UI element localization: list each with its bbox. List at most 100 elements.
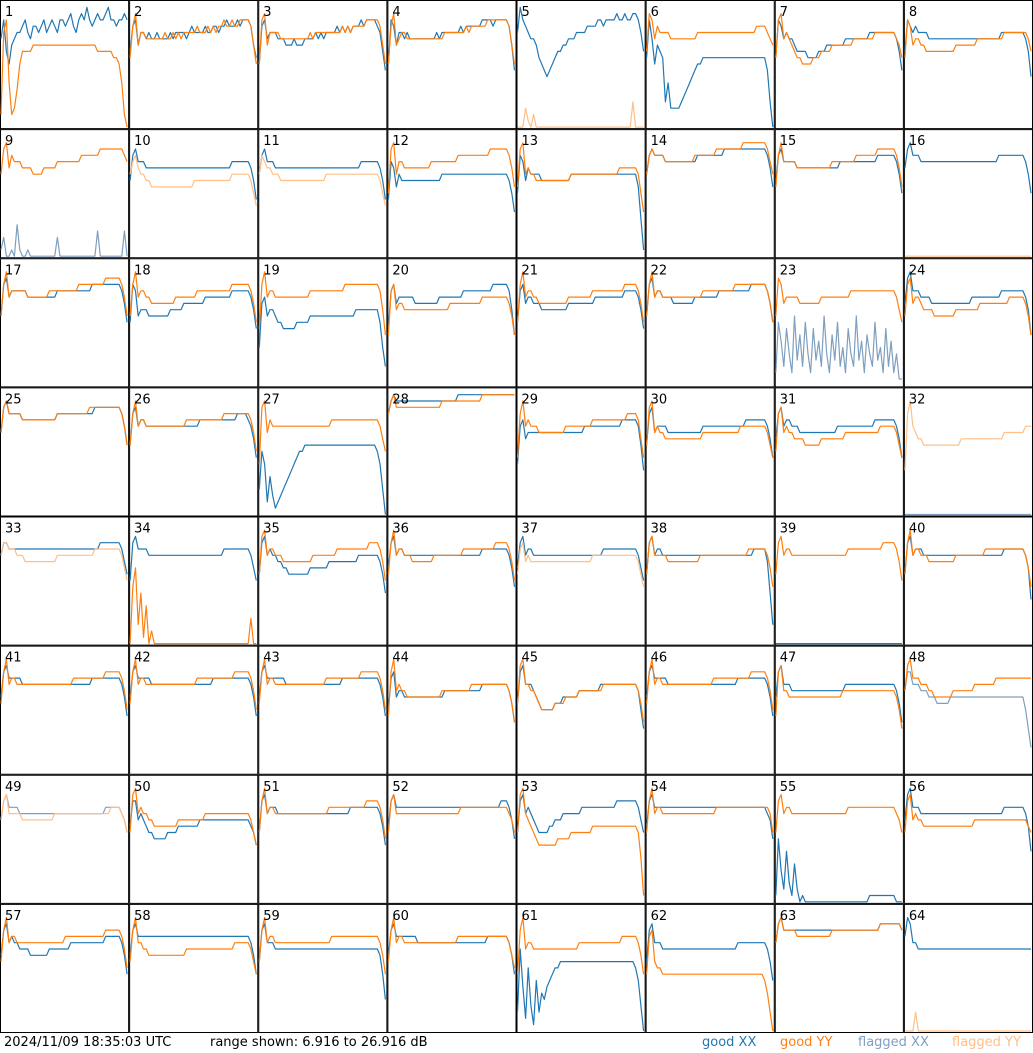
trace-yy	[258, 916, 386, 975]
panel-frame	[0, 903, 130, 1033]
panel-frame	[129, 645, 259, 775]
panel-frame	[387, 516, 517, 646]
panel-frame	[774, 129, 904, 259]
trace-yy	[129, 916, 257, 975]
panel-label: 58	[134, 909, 151, 924]
panel-45: 45	[516, 645, 646, 775]
panel-label: 36	[392, 522, 409, 537]
trace-xx	[904, 271, 1032, 335]
panel-34: 34	[129, 516, 259, 646]
panel-22: 22	[645, 258, 775, 388]
trace-yy	[904, 793, 1032, 833]
trace-yy	[904, 400, 1031, 471]
panel-35: 35	[258, 516, 388, 646]
panel-label: 3	[263, 5, 271, 20]
panel-frame	[0, 129, 130, 259]
panel-39: 39	[774, 516, 904, 646]
panel-frame	[0, 516, 130, 646]
panel-label: 59	[263, 909, 280, 924]
panel-label: 15	[780, 134, 797, 149]
panel-label: 35	[263, 522, 280, 537]
panel-label: 33	[5, 522, 22, 537]
trace-yy	[904, 529, 1032, 587]
trace-yy	[129, 658, 257, 710]
panel-label: 26	[134, 392, 151, 407]
trace-yy	[129, 567, 257, 645]
trace-yy	[516, 916, 645, 975]
panel-56: 56	[903, 774, 1033, 904]
trace-xx	[387, 283, 516, 335]
trace-xx	[904, 787, 1032, 852]
panel-label: 44	[392, 651, 409, 666]
legend-good-xx: good XX	[702, 1035, 757, 1050]
trace-yy	[775, 793, 903, 833]
trace-yy	[258, 658, 386, 710]
panel-label: 54	[651, 780, 668, 795]
panel-frame	[129, 387, 259, 517]
panel-59: 59	[258, 903, 388, 1033]
trace-yy	[904, 19, 1032, 58]
trace-xx	[129, 19, 257, 58]
trace-xx	[516, 793, 645, 834]
trace-yy	[387, 283, 516, 335]
panel-54: 54	[645, 774, 775, 904]
panel-37: 37	[516, 516, 646, 646]
panel-frame	[387, 387, 517, 517]
panel-frame	[258, 516, 388, 646]
panel-frame	[903, 774, 1033, 904]
panel-label: 31	[780, 392, 797, 407]
trace-xx	[646, 406, 774, 458]
panel-53: 53	[516, 774, 646, 904]
trace-yy	[258, 787, 386, 839]
panel-frame	[129, 0, 259, 130]
trace-xx	[0, 923, 128, 975]
panel-label: 56	[909, 780, 926, 795]
trace-yy	[775, 406, 903, 458]
panel-label: 18	[134, 263, 151, 278]
panel-17: 17	[0, 258, 130, 388]
panel-label: 57	[5, 909, 22, 924]
panel-48: 48	[903, 645, 1033, 775]
trace-yy	[646, 271, 774, 323]
trace-xx	[0, 542, 128, 575]
trace-yy	[129, 154, 257, 206]
trace-yy	[775, 13, 903, 65]
panel-46: 46	[645, 645, 775, 775]
panel-43: 43	[258, 645, 388, 775]
trace-xx	[904, 671, 1032, 748]
trace-yy	[258, 271, 386, 335]
trace-xx	[904, 142, 1032, 194]
panel-frame	[516, 645, 646, 775]
panel-58: 58	[129, 903, 259, 1033]
panel-label: 43	[263, 651, 280, 666]
panel-frame	[516, 0, 646, 130]
trace-yy	[775, 277, 903, 323]
trace-xx	[775, 315, 902, 380]
panel-33: 33	[0, 516, 130, 646]
panel-14: 14	[645, 129, 775, 259]
trace-yy	[0, 916, 128, 968]
panel-frame	[774, 516, 904, 646]
panel-frame	[903, 0, 1033, 130]
panel-frame	[0, 0, 130, 130]
trace-yy	[904, 277, 1032, 335]
panel-32: 32	[903, 387, 1033, 517]
panel-label: 37	[522, 522, 539, 537]
trace-yy	[387, 658, 516, 723]
panel-8: 8	[903, 0, 1033, 130]
trace-xx	[0, 6, 128, 65]
trace-yy	[775, 535, 903, 581]
panel-frame	[903, 258, 1033, 388]
trace-yy	[646, 658, 774, 710]
trace-yy	[904, 658, 1031, 698]
panel-61: 61	[516, 903, 646, 1033]
panel-frame	[129, 129, 259, 259]
trace-yy	[0, 19, 128, 128]
trace-xx	[258, 148, 386, 200]
panel-label: 51	[263, 780, 280, 795]
panel-2: 2	[129, 0, 259, 130]
trace-yy	[0, 142, 128, 175]
panel-frame	[0, 774, 130, 904]
panel-26: 26	[129, 387, 259, 517]
